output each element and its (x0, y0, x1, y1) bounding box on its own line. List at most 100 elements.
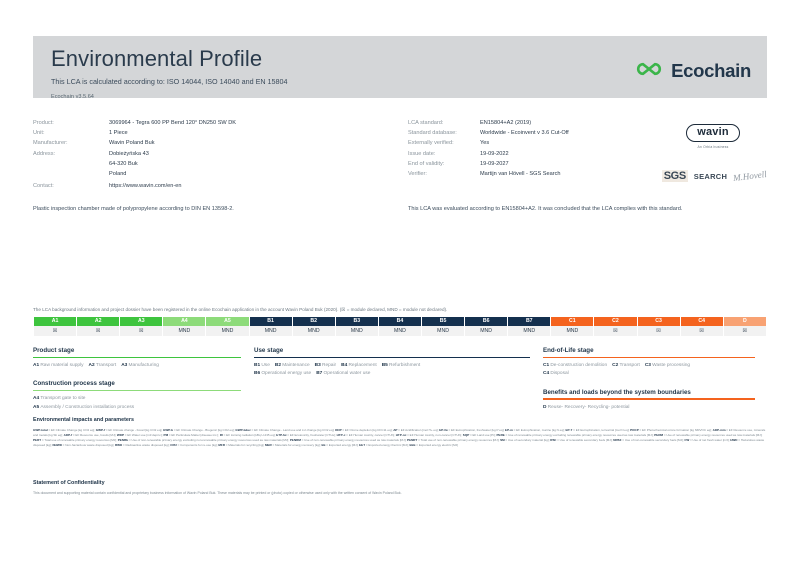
module-header-b6: B6 (464, 316, 509, 326)
stage-items-use-row2: B6Operational energy use B7Operational wa… (254, 370, 543, 378)
impact-abbreviation: NRSF (613, 438, 622, 443)
module-value-b2: MND (291, 326, 336, 336)
impact-abbreviation: HTP-nc (395, 432, 407, 437)
impact-abbreviation: NHWD (52, 443, 62, 448)
info-label: End of validity: (408, 160, 445, 167)
info-value: 19-09-2027 (480, 160, 509, 167)
stage-label: Transport (619, 362, 640, 368)
info-row-manufacturer: Manufacturer: Wavin Poland Buk (33, 138, 408, 148)
stage-code: B7 (316, 371, 323, 377)
module-header-b1: B1 (248, 316, 293, 326)
sgs-search-logo: SGS SEARCH M.Hovell (661, 169, 767, 183)
stage-items-product: A1Raw material supply A2Transport A3Manufa… (33, 362, 254, 370)
impact-abbreviation: FW (684, 438, 690, 443)
stage-label: Assembly / Construction installation pro… (40, 404, 135, 410)
impacts-heading: Environmental impacts and parameters (33, 417, 134, 423)
info-row-address: Address: Dobieżyńska 43 64-320 Buk Polan… (33, 149, 408, 180)
stage-label: Replacement (348, 362, 377, 368)
module-header-c1: C1 (550, 316, 595, 326)
stage-heading-benefits: Benefits and loads beyond the system bou… (543, 388, 691, 396)
modules-header-row: A1 A2 A3 A4 A5 B1 B2 B3 B4 B5 B6 B7 C1 C2 C3 C4 D (32, 316, 768, 326)
stage-label: Raw material supply (40, 362, 84, 368)
stage-group-eol: End-of-Life stage C1De-construction demo… (543, 346, 767, 412)
impact-abbreviation: HWD (730, 438, 738, 443)
info-label: Issue date: (408, 150, 436, 157)
impact-abbreviation: IR (219, 432, 223, 437)
modules-value-row: ☒ ☒ ☒ MND MND MND MND MND MND MND MND MND MND ☒ ☒ ☒ ☒ (32, 326, 768, 336)
stage-heading-product: Product stage (33, 347, 75, 354)
module-header-c4: C4 (679, 316, 724, 326)
info-row-product: Product: 3069964 - Tegra 600 PP Bend 120… (33, 118, 408, 128)
product-description-note: Plastic inspection chamber made of polyp… (33, 206, 234, 213)
impact-abbreviation: ODP (335, 427, 342, 432)
stage-code: C3 (644, 362, 651, 368)
stage-item-a4: A4Transport gate to site (33, 395, 254, 403)
info-value: 3069964 - Tegra 600 PP Bend 120° DN250 S… (109, 120, 237, 126)
module-header-a1: A1 (32, 316, 78, 326)
module-header-a5: A5 (205, 316, 250, 326)
module-value-b7: MND (507, 326, 552, 336)
module-value-c4: ☒ (679, 326, 724, 336)
impact-abbreviation: EP-m (505, 427, 513, 432)
stage-label: Transport (95, 362, 117, 368)
impact-abbreviation: GWP-luluc (235, 427, 251, 432)
page-header: Environmental Profile This LCA is calcul… (33, 36, 767, 100)
stage-code: A4 (33, 396, 40, 402)
stage-heading-use: Use stage (254, 347, 284, 354)
impact-abbreviation: RWD (114, 443, 123, 448)
module-value-c2: ☒ (593, 326, 638, 336)
module-header-c2: C2 (593, 316, 638, 326)
info-value: EN15804+A2 (2019) (480, 120, 532, 126)
wavin-logo: wavin An Orbia business (665, 122, 761, 149)
impacts-section: Environmental impacts and parameters GWP… (33, 416, 769, 449)
info-label: Manufacturer: (33, 140, 68, 147)
stage-code: A3 (121, 362, 128, 368)
module-value-a2: ☒ (76, 326, 121, 336)
stage-rule-construction (33, 389, 241, 392)
impact-abbreviation: EE (321, 443, 326, 448)
impact-abbreviation: PM (163, 432, 169, 437)
stage-items-eol-row2: C4Disposal (543, 370, 767, 378)
stage-code: C4 (543, 371, 550, 377)
product-info-right: LCA standard: EN15804+A2 (2019) Standard… (408, 118, 767, 191)
module-header-b3: B3 (334, 316, 379, 326)
impact-abbreviation: ETP-fw (276, 432, 287, 437)
module-value-c3: ☒ (636, 326, 681, 336)
stage-items-use-row1: B1Use B2Maintenance B3Repair B4Replacement B… (254, 362, 543, 370)
module-value-a4: MND (162, 326, 207, 336)
info-value: Yes (480, 140, 490, 147)
info-value: Martijn van Hövell - SGS Search (480, 171, 561, 178)
stage-label: Reuse- Recovery- Recycling- potential (547, 404, 630, 410)
info-row-lca-standard: LCA standard: EN15804+A2 (2019) (408, 118, 767, 128)
stage-label: Manufacturing (128, 362, 159, 368)
module-header-c3: C3 (636, 316, 681, 326)
header-subtitle: This LCA is calculated according to: ISO… (51, 77, 288, 86)
module-value-a1: ☒ (32, 326, 78, 336)
module-header-d: D (722, 316, 768, 326)
impact-abbreviation: EP-fw (439, 427, 448, 432)
info-label: Externally verified: (408, 140, 454, 147)
stage-code: B6 (254, 371, 261, 377)
stage-item-a5: A5Assembly / Construction installation p… (33, 404, 254, 412)
page-title: Environmental Profile (51, 46, 263, 71)
stage-group-use: Use stage B1Use B2Maintenance B3Repair B4Re… (254, 346, 543, 412)
module-value-b4: MND (377, 326, 422, 336)
impact-abbreviation: HTP-c (336, 432, 346, 437)
impact-abbreviation: SM (500, 438, 505, 443)
module-value-b1: MND (248, 326, 293, 336)
info-row-unit: Unit: 1 Piece (33, 128, 408, 138)
impact-abbreviation: GWP-total (33, 427, 48, 432)
ecochain-infinity-icon (634, 61, 664, 82)
stage-code: A5 (33, 404, 40, 410)
module-value-c1: MND (550, 326, 595, 336)
module-value-b5: MND (420, 326, 466, 336)
notes-row: Plastic inspection chamber made of polyp… (33, 205, 767, 214)
impact-abbreviation: PENRM (289, 438, 301, 443)
info-label: Standard database: (408, 130, 457, 137)
impact-abbreviation: MFR (218, 443, 225, 448)
info-row-end-of-validity: End of validity: 19-09-2027 (408, 159, 767, 169)
ecochain-logo: Ecochain (634, 60, 751, 82)
stage-rule-benefits (543, 398, 755, 400)
module-value-b6: MND (464, 326, 509, 336)
contact-url[interactable]: https://www.wavin.com/en-en (109, 183, 182, 190)
